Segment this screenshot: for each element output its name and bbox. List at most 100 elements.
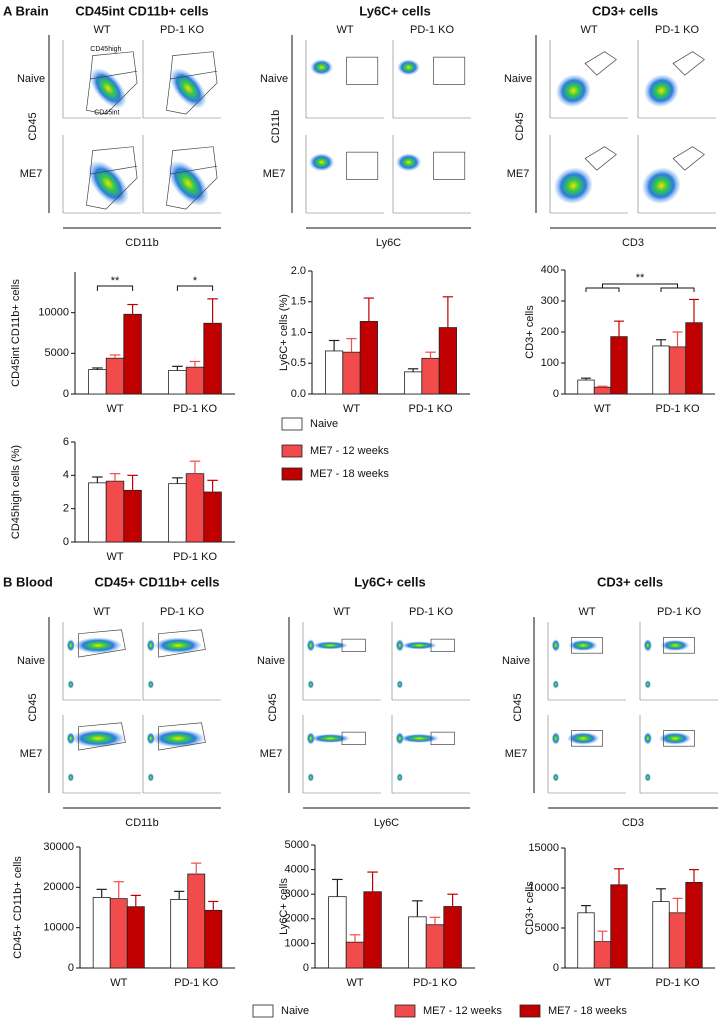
bar bbox=[577, 379, 595, 395]
gate bbox=[158, 629, 206, 658]
y-tick-label: 3000 bbox=[285, 888, 309, 900]
column-label: WT bbox=[333, 606, 350, 618]
density-blob bbox=[67, 680, 74, 689]
bar bbox=[123, 489, 142, 543]
density-blob bbox=[659, 732, 691, 745]
bar bbox=[105, 480, 125, 543]
column-label: PD-1 KO bbox=[409, 606, 453, 618]
x-tick-label: WT bbox=[594, 977, 611, 989]
bar bbox=[88, 369, 107, 395]
bar bbox=[652, 901, 670, 969]
density-blob bbox=[397, 59, 420, 76]
x-tick-label: PD-1 KO bbox=[655, 403, 699, 415]
density-blob bbox=[395, 732, 404, 745]
bar bbox=[593, 386, 612, 395]
density-blob bbox=[661, 639, 690, 651]
density-blob bbox=[154, 637, 202, 654]
x-tick-label: WT bbox=[346, 977, 363, 989]
gate-label: CD45int bbox=[94, 109, 119, 116]
x-axis-label: CD3 bbox=[622, 237, 644, 249]
density-blob bbox=[643, 639, 652, 652]
panel-title: CD45+ CD11b+ cells bbox=[94, 574, 219, 589]
gate bbox=[346, 56, 379, 85]
gate bbox=[672, 146, 705, 171]
y-axis-label: Ly6C+ cells (%) bbox=[278, 294, 290, 371]
row-label: ME7 bbox=[20, 748, 43, 760]
density-blob bbox=[556, 74, 591, 107]
legend-label: ME7 - 18 weeks bbox=[310, 468, 389, 480]
gate bbox=[78, 722, 126, 751]
y-tick-label: 10000 bbox=[38, 307, 69, 319]
bar bbox=[170, 899, 189, 969]
row-label: ME7 bbox=[263, 168, 286, 180]
x-tick-label: PD-1 KO bbox=[408, 403, 452, 415]
density-blob bbox=[644, 74, 679, 107]
y-axis-label: CD11b bbox=[270, 110, 282, 143]
row-label: Naive bbox=[257, 655, 285, 667]
bar bbox=[203, 322, 222, 395]
y-axis-label: CD45 bbox=[267, 693, 279, 721]
bar bbox=[204, 909, 223, 969]
y-tick-label: 0 bbox=[553, 388, 559, 400]
density-blob bbox=[306, 639, 315, 652]
gate bbox=[433, 151, 466, 180]
legend-label: ME7 - 12 weeks bbox=[423, 1005, 502, 1017]
bar bbox=[345, 941, 365, 969]
bar bbox=[421, 357, 440, 395]
significance-bracket bbox=[585, 283, 695, 292]
significance-bracket bbox=[176, 285, 214, 291]
y-tick-label: 10000 bbox=[43, 922, 74, 934]
density-blob bbox=[67, 773, 74, 782]
density-blob bbox=[151, 729, 205, 748]
bar bbox=[685, 882, 703, 969]
density-blob bbox=[400, 734, 439, 743]
y-tick-label: 0 bbox=[63, 536, 69, 548]
legend-label: ME7 - 12 weeks bbox=[310, 445, 389, 457]
density-blob bbox=[307, 773, 314, 782]
column-label: WT bbox=[578, 606, 595, 618]
density-blob bbox=[567, 732, 599, 745]
x-tick-label: PD-1 KO bbox=[173, 403, 217, 415]
y-tick-label: 5000 bbox=[45, 347, 69, 359]
bar bbox=[88, 482, 107, 543]
y-tick-label: 1000 bbox=[285, 937, 309, 949]
density-blob bbox=[644, 773, 651, 782]
column-label: PD-1 KO bbox=[160, 24, 204, 36]
density-blob bbox=[313, 641, 348, 650]
y-axis-label: CD45 bbox=[27, 112, 39, 140]
bar bbox=[203, 491, 222, 543]
bar bbox=[443, 906, 462, 969]
column-label: WT bbox=[93, 24, 110, 36]
legend-swatch bbox=[281, 417, 303, 431]
legend-swatch bbox=[519, 1004, 541, 1018]
x-tick-label: WT bbox=[106, 403, 123, 415]
bar bbox=[325, 350, 344, 395]
density-blob bbox=[569, 639, 598, 651]
row-label: ME7 bbox=[507, 168, 530, 180]
column-label: PD-1 KO bbox=[410, 24, 454, 36]
y-tick-label: 1.0 bbox=[291, 326, 306, 338]
density-blob bbox=[554, 167, 593, 204]
y-tick-label: 30000 bbox=[43, 841, 74, 853]
y-axis-label: CD45high cells (%) bbox=[10, 445, 22, 539]
y-tick-label: 2000 bbox=[285, 913, 309, 925]
y-tick-label: 0 bbox=[63, 388, 69, 400]
density-blob bbox=[147, 680, 154, 689]
bar bbox=[408, 916, 427, 969]
y-tick-label: 0.5 bbox=[291, 357, 306, 369]
row-label: ME7 bbox=[505, 748, 528, 760]
density-blob bbox=[552, 773, 559, 782]
density-blob bbox=[643, 732, 652, 745]
density-blob bbox=[307, 680, 314, 689]
y-axis-label: Ly6C+ cells bbox=[278, 878, 290, 935]
y-axis-label: CD45 bbox=[512, 693, 524, 721]
density-blob bbox=[146, 732, 155, 745]
y-tick-label: 400 bbox=[541, 264, 559, 276]
legend-swatch bbox=[252, 1004, 274, 1018]
x-axis-label: CD3 bbox=[622, 817, 644, 829]
significance-bracket bbox=[96, 285, 134, 291]
y-tick-label: 100 bbox=[541, 357, 559, 369]
significance-label: ** bbox=[636, 272, 645, 284]
y-tick-label: 20000 bbox=[43, 881, 74, 893]
